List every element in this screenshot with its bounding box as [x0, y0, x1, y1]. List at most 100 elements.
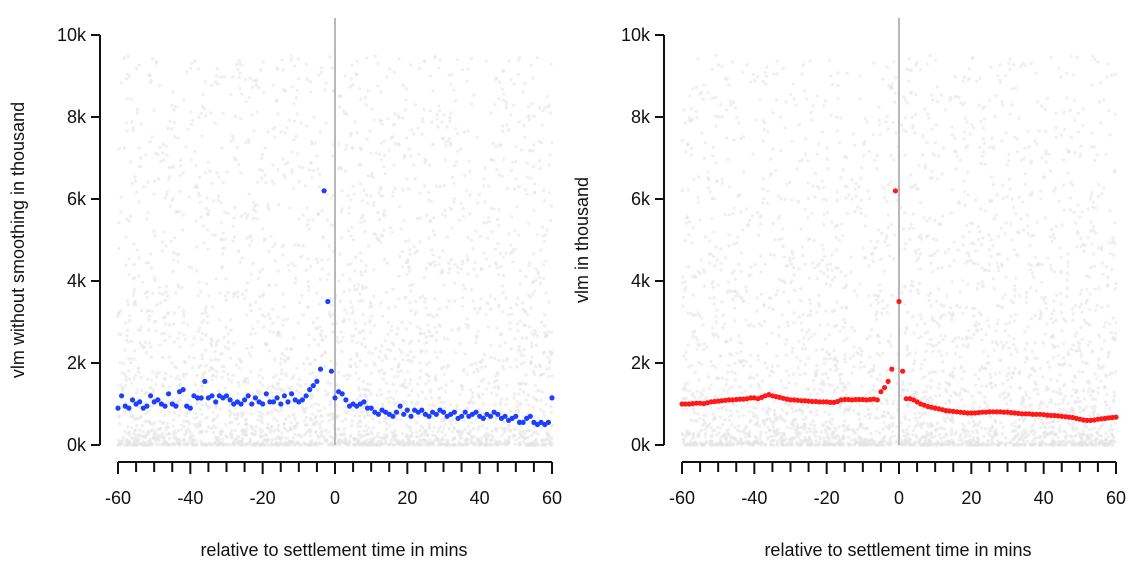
- background-point: [138, 341, 142, 345]
- background-point: [1021, 228, 1026, 232]
- background-point: [549, 352, 553, 357]
- background-point: [544, 259, 548, 263]
- background-point: [238, 260, 242, 265]
- background-point: [348, 373, 352, 378]
- background-point: [319, 70, 324, 75]
- background-point: [370, 107, 374, 111]
- background-point: [204, 364, 208, 368]
- background-point: [355, 340, 359, 345]
- background-point: [733, 378, 737, 382]
- background-point: [365, 201, 370, 205]
- data-point: [198, 395, 204, 401]
- background-point: [358, 292, 362, 296]
- background-point: [168, 335, 172, 339]
- background-point: [385, 416, 389, 420]
- background-point: [287, 269, 291, 273]
- background-point: [981, 106, 985, 110]
- background-point: [455, 405, 459, 410]
- background-point: [283, 443, 287, 447]
- background-point: [821, 372, 825, 376]
- background-point: [199, 290, 203, 294]
- background-point: [311, 423, 315, 427]
- background-point: [900, 291, 904, 295]
- background-point: [495, 266, 499, 270]
- background-point: [527, 221, 531, 225]
- background-point: [838, 329, 842, 333]
- background-point: [380, 368, 384, 372]
- background-point: [980, 327, 984, 332]
- background-point: [239, 116, 243, 121]
- background-point: [243, 418, 247, 422]
- background-point: [740, 227, 745, 232]
- background-point: [924, 349, 928, 353]
- background-point: [433, 55, 438, 59]
- background-point: [119, 195, 123, 200]
- background-point: [191, 342, 195, 347]
- background-point: [466, 235, 470, 240]
- background-point: [405, 369, 409, 374]
- background-point: [353, 437, 358, 442]
- background-point: [761, 176, 765, 181]
- background-point: [143, 443, 147, 447]
- background-point: [128, 75, 132, 79]
- background-point: [286, 160, 290, 165]
- background-point: [777, 238, 781, 242]
- background-point: [423, 341, 427, 345]
- background-point: [263, 146, 267, 150]
- background-point: [139, 375, 143, 380]
- background-point: [965, 250, 970, 255]
- background-point: [475, 135, 480, 140]
- background-point: [1080, 310, 1084, 314]
- background-point: [319, 431, 323, 435]
- background-point: [446, 438, 450, 443]
- background-point: [936, 266, 940, 271]
- data-point: [148, 393, 154, 399]
- background-point: [407, 239, 411, 243]
- background-point: [135, 423, 139, 428]
- background-point: [286, 263, 291, 267]
- background-point: [899, 394, 903, 398]
- background-point: [1043, 216, 1048, 220]
- background-point: [537, 106, 542, 110]
- background-point: [513, 336, 517, 341]
- background-point: [515, 365, 519, 369]
- background-point: [1074, 433, 1078, 438]
- background-point: [350, 83, 355, 87]
- background-point: [893, 91, 897, 96]
- background-point: [1070, 307, 1075, 311]
- background-point: [469, 420, 474, 425]
- background-point: [207, 369, 212, 373]
- background-point: [848, 356, 853, 361]
- background-point: [533, 331, 538, 335]
- background-point: [487, 184, 491, 188]
- background-point: [282, 426, 286, 430]
- background-point: [278, 378, 282, 382]
- background-point: [533, 372, 537, 377]
- background-point: [161, 142, 165, 147]
- background-point: [360, 284, 365, 289]
- background-point: [341, 273, 345, 277]
- background-point: [250, 238, 254, 242]
- background-point: [144, 433, 148, 437]
- background-point: [710, 96, 715, 100]
- background-point: [200, 356, 204, 361]
- background-point: [548, 440, 552, 444]
- background-point: [182, 311, 186, 315]
- background-point: [128, 214, 133, 218]
- background-point: [452, 88, 456, 93]
- background-point: [1073, 303, 1078, 308]
- background-point: [1070, 347, 1074, 352]
- background-point: [237, 366, 242, 371]
- background-point: [147, 314, 152, 318]
- background-point: [484, 59, 488, 63]
- background-point: [392, 375, 397, 379]
- background-point: [213, 121, 218, 126]
- background-point: [220, 364, 224, 368]
- background-point: [532, 252, 536, 256]
- background-point: [493, 402, 497, 407]
- background-point: [187, 355, 191, 359]
- background-point: [248, 439, 253, 443]
- background-point: [320, 209, 324, 213]
- background-point: [228, 356, 233, 360]
- background-point: [390, 367, 394, 372]
